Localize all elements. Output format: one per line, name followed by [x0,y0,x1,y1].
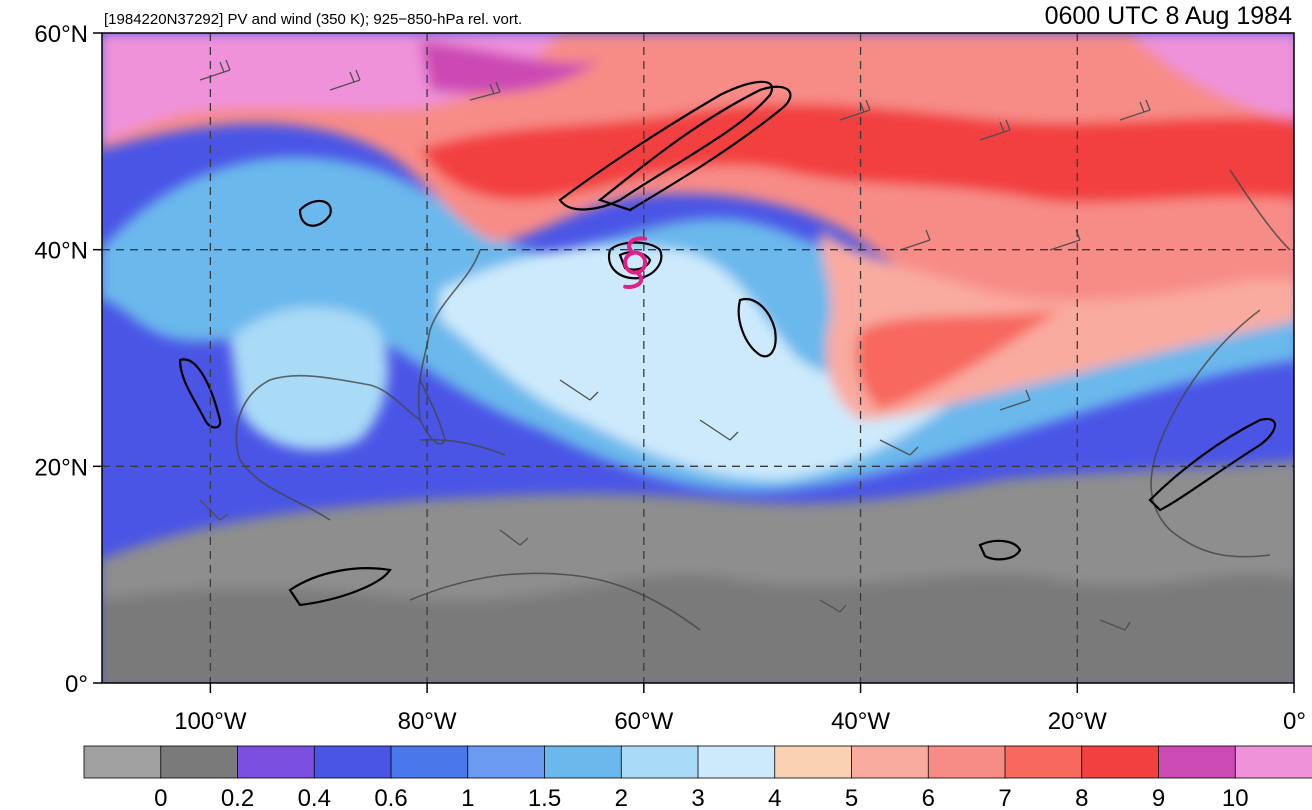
wind-barb [979,119,1011,141]
colorbar-swatch [83,745,162,779]
colorbar-label: 10 [1222,785,1249,810]
colorbar-label: 7 [998,785,1011,810]
vorticity-contour-newfoundland-1 [558,80,773,211]
lat-tick-label: 0° [65,671,88,698]
colorbar-swatch [774,745,853,779]
wind-barb [879,439,919,456]
pv-lowest-region [102,574,1294,683]
lon-tick-label: 40°W [831,708,890,735]
wind-barb [899,229,931,251]
colorbar-swatch [1158,745,1237,779]
vorticity-contour-caribbean [288,567,392,607]
wind-barb [199,59,231,81]
wind-barb [999,389,1031,411]
vorticity-contour-great-lakes [298,199,332,227]
map-title: [1984220N37292] PV and wind (350 K); 925… [104,11,522,28]
colorbar-swatch [1081,745,1160,779]
wind-barb [699,419,739,441]
vorticity-contours [178,80,1277,607]
colorbar-swatch [851,745,930,779]
colorbar-swatch [467,745,546,779]
colorbar-label: 0.4 [298,785,331,810]
lat-tick-label: 60°N [34,21,88,48]
wind-barb [1099,619,1131,631]
map-panel [102,33,1294,683]
colorbar-swatch [697,745,776,779]
colorbar-swatch [160,745,239,779]
lon-tick-label: 100°W [174,708,247,735]
tropical-cyclone-symbol [623,236,648,289]
vorticity-contour-east-atlantic [978,539,1022,561]
lat-tick-label: 20°N [34,454,88,481]
colorbar-label: 1.5 [528,785,561,810]
colorbar-label: 1 [461,785,474,810]
colorbar-swatch [544,745,623,779]
vorticity-contour-central-atlantic [737,297,777,358]
colorbar-label: 0.6 [374,785,407,810]
colorbar-label: 2 [615,785,628,810]
lon-tick-label: 60°W [614,708,673,735]
colorbar-swatch [1234,745,1312,779]
cuba-coast [419,438,506,456]
colorbar-swatch [237,745,316,779]
longitude-axis: 100°W 80°W 60°W 40°W 20°W 0° [174,683,1306,735]
north-america-coast [235,249,481,521]
colorbar-label: 0 [154,785,167,810]
vorticity-contour-storm-1 [607,241,663,280]
lon-tick-label: 80°W [398,708,457,735]
lon-tick-label: 20°W [1048,708,1107,735]
wind-barb [1119,99,1151,121]
colorbar-label: 3 [691,785,704,810]
wind-barb [329,69,361,91]
colorbar-label: 5 [845,785,858,810]
pv-shaded-field [102,33,1294,683]
latitude-axis: 60°N 40°N 20°N 0° [34,21,102,698]
pv-magenta-streak [420,40,600,94]
map-valid-time: 0600 UTC 8 Aug 1984 [1045,2,1292,30]
graticule [102,33,1294,683]
lon-tick-label: 0° [1283,708,1306,735]
colorbar-swatch [927,745,1006,779]
pv-gulf-region [230,306,389,450]
south-america-coast [409,572,701,631]
colorbar-label: 6 [922,785,935,810]
europe-coast [1229,169,1291,251]
colorbar-label: 9 [1152,785,1165,810]
pv-colorbar: 0 0.2 0.4 0.6 1 1.5 2 3 4 5 6 7 8 9 10 [83,745,1312,810]
wind-barb [469,81,501,101]
wind-barb [819,599,847,613]
pv-atlantic-tongue-core [856,310,1060,410]
vorticity-contour-newfoundland-2 [597,85,792,212]
wind-barb [559,379,599,401]
vorticity-contour-mexico [178,358,222,429]
coastlines [235,169,1291,631]
map-frame [101,32,1295,684]
lat-tick-label: 40°N [34,238,88,265]
vorticity-contour-africa [1148,417,1277,512]
colorbar-label: 0.2 [221,785,254,810]
colorbar-swatch [313,745,392,779]
pv-pink-maximum-ne [1130,33,1294,119]
wind-barb [499,529,529,546]
pv-subtropical-core [440,246,1000,480]
colorbar-label: 4 [768,785,781,810]
pv-jet-core [420,103,1294,203]
colorbar-label: 8 [1075,785,1088,810]
africa-coast [1150,309,1271,558]
colorbar-swatch [390,745,469,779]
colorbar-swatch [1004,745,1083,779]
colorbar-swatch [620,745,699,779]
